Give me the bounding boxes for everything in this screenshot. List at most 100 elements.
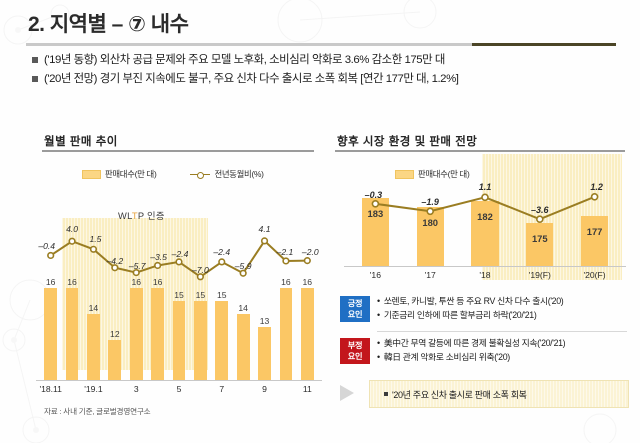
bullet-square-icon	[32, 76, 38, 82]
legend-bar-swatch-icon	[82, 169, 101, 179]
x-axis	[344, 266, 626, 267]
positive-factor-list: • 쏘렌토, 카니발, 투싼 등 주요 RV 신차 다수 출시('20) • 기…	[377, 295, 564, 323]
bullet-dot-icon: •	[377, 351, 380, 362]
summary-box: '20년 주요 신차 출시로 판매 소폭 회복	[369, 380, 629, 408]
left-panel-rule	[42, 150, 314, 152]
line-value-label: –4.2	[106, 255, 124, 266]
left-chart-legend: 판매대수(만 대) 전년동월비(%)	[82, 168, 264, 180]
bullet-dot-icon: •	[377, 309, 380, 320]
bar-value-label: 15	[216, 290, 227, 300]
page-title: 2. 지역별 – ⑦ 내수	[28, 13, 189, 36]
negative-factor-item-2: • 韓日 관계 악화로 소비심리 위축('20)	[377, 351, 565, 365]
legend-bar-label: 판매대수(만 대)	[105, 169, 157, 179]
trend-line	[47, 237, 311, 281]
legend-bar-label: 판매대수(만 대)	[418, 169, 470, 179]
bar	[44, 288, 58, 380]
bar-value-label: 15	[174, 290, 184, 300]
legend-item-bar: 판매대수(만 대)	[82, 168, 157, 180]
line-value-label: 4.0	[66, 224, 79, 235]
bar-value-label: 180	[422, 217, 439, 229]
line-value-label: –1.9	[421, 197, 439, 208]
line-value-label: –0.4	[38, 241, 56, 252]
positive-factor-item-1: • 쏘렌토, 카니발, 투싼 등 주요 RV 신차 다수 출시('20)	[377, 295, 564, 309]
x-axis-tick-label: 5	[176, 384, 182, 394]
bar	[279, 288, 293, 380]
positive-tag-line1: 긍정	[347, 299, 363, 308]
bar	[108, 340, 122, 380]
line-value-label: –3.5	[150, 252, 167, 263]
negative-factor-item-2-text: 韓日 관계 악화로 소비심리 위축('20)	[383, 351, 510, 362]
header-bullet-2-text: ('20년 전망) 경기 부진 지속에도 불구, 주요 신차 다수 출시로 소폭…	[44, 73, 459, 85]
bullet-square-icon	[32, 57, 38, 63]
bar	[151, 288, 165, 380]
negative-tag-line2: 요인	[347, 352, 363, 361]
line-value-label: 1.2	[590, 181, 603, 192]
bar-value-label: 13	[259, 316, 270, 326]
negative-factor-item-1: • 美中간 무역 갈등에 따른 경제 불확실성 지속('20/'21)	[377, 337, 566, 351]
bar-value-label: 175	[531, 232, 548, 244]
x-axis-tick-label: '18	[479, 270, 491, 280]
bar	[215, 301, 229, 380]
bar	[258, 327, 271, 380]
header-bullet-1: ('19년 동향) 외산차 공급 문제와 주요 모델 노후화, 소비심리 악화로…	[32, 52, 632, 69]
legend-item-line: 전년동월비(%)	[190, 168, 264, 180]
x-axis-tick-label: 11	[302, 384, 312, 394]
x-axis-tick-label: '18.11	[39, 384, 62, 394]
summary-text-wrap: '20년 주요 신차 출시로 판매 소폭 회복	[370, 388, 527, 401]
line-value-label: –5.7	[128, 260, 146, 271]
legend-line-marker-icon	[190, 170, 211, 179]
x-axis-tick-label: '17	[424, 270, 436, 280]
bar-value-label: 183	[367, 208, 384, 219]
negative-factor-item-1-text: 美中간 무역 갈등에 따른 경제 불확실성 지속('20/'21)	[383, 338, 566, 348]
legend-bar-swatch-icon	[395, 169, 414, 179]
title-rule-accent	[472, 43, 616, 46]
line-value-label: –0.3	[364, 189, 383, 200]
title-rule	[26, 43, 616, 46]
bar	[471, 201, 499, 266]
line-value-label: –2.1	[276, 246, 294, 257]
bar-value-label: 15	[195, 290, 206, 300]
line-value-label: 1.5	[89, 234, 102, 245]
bullet-square-icon	[384, 391, 388, 396]
bar	[129, 288, 143, 380]
x-axis-tick-label: '16	[369, 270, 381, 280]
line-value-label: –3.6	[531, 205, 549, 216]
x-axis-tick-label: 9	[262, 384, 267, 394]
line-value-label: –2.0	[301, 246, 319, 257]
positive-factor-item-2-text: 기준금리 인하에 따른 할부금리 하락('20/'21)	[383, 309, 537, 320]
line-value-label: –2.4	[213, 246, 231, 257]
x-axis	[36, 380, 322, 381]
bar-value-label: 12	[110, 329, 120, 339]
left-panel-title: 월별 판매 추이	[44, 136, 118, 148]
bar-value-label: 182	[477, 211, 493, 223]
factor-divider	[377, 331, 627, 332]
x-axis-tick-label: 3	[133, 384, 139, 394]
bar	[87, 314, 100, 380]
bar	[416, 207, 444, 266]
bar	[236, 314, 250, 380]
bullet-dot-icon: •	[377, 296, 380, 306]
negative-factor-tag: 부정 요인	[340, 338, 370, 364]
bar-value-label: 14	[88, 303, 99, 313]
bar	[172, 301, 186, 380]
bar	[526, 222, 554, 266]
trend-line	[371, 192, 599, 224]
bar	[361, 198, 390, 266]
positive-factor-item-2: • 기준금리 인하에 따른 할부금리 하락('20/'21)	[377, 309, 563, 323]
bar-value-label: 16	[152, 277, 163, 287]
bar-value-label: 16	[45, 277, 56, 287]
x-axis-tick-label: '19(F)	[528, 270, 551, 280]
summary-arrow-icon	[340, 385, 354, 401]
summary-text: '20년 주요 신차 출시로 판매 소폭 회복	[392, 389, 527, 400]
x-axis-tick-label: 7	[219, 384, 225, 394]
bar-value-label: 16	[131, 277, 141, 287]
wltp-annotation: WLTP 인증	[118, 211, 165, 221]
negative-tag-line1: 부정	[347, 341, 363, 350]
source-note: 자료 : 사내 기준, 글로벌경영연구소	[44, 407, 151, 416]
legend-item-bar: 판매대수(만 대)	[395, 168, 470, 180]
bar-value-label: 177	[586, 226, 603, 238]
bar	[580, 216, 609, 266]
line-value-label: –2.4	[171, 248, 189, 259]
line-value-label: –7.0	[192, 264, 209, 275]
